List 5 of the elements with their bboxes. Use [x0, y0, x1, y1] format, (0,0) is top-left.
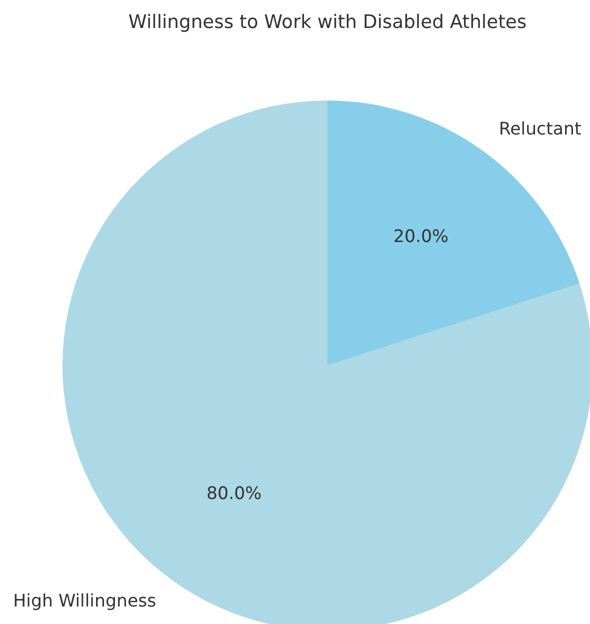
data-label: 80.0%	[206, 484, 262, 504]
slice-label: Reluctant	[498, 120, 582, 140]
chart-title: Willingness to Work with Disabled Athletes	[128, 12, 527, 33]
data-label: 20.0%	[393, 226, 448, 247]
slice-label: High Willingness	[13, 591, 156, 612]
